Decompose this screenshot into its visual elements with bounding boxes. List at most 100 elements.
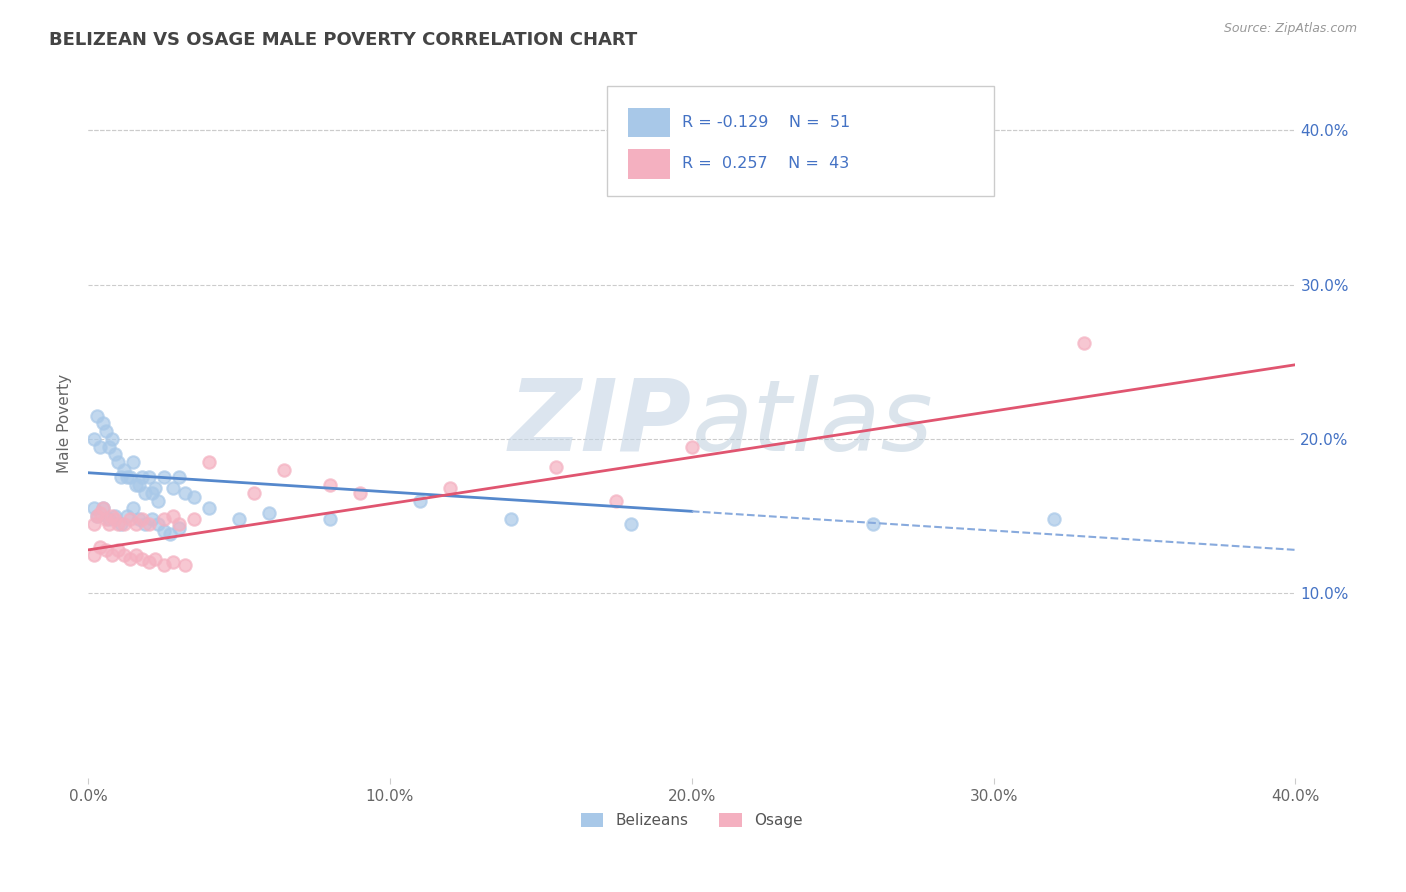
Point bbox=[101, 548, 124, 562]
Point bbox=[273, 463, 295, 477]
Point bbox=[159, 527, 181, 541]
Point bbox=[138, 470, 160, 484]
Point bbox=[120, 470, 142, 484]
Point bbox=[173, 558, 195, 573]
Point bbox=[620, 516, 643, 531]
Text: BELIZEAN VS OSAGE MALE POVERTY CORRELATION CHART: BELIZEAN VS OSAGE MALE POVERTY CORRELATI… bbox=[49, 31, 637, 49]
Text: Source: ZipAtlas.com: Source: ZipAtlas.com bbox=[1223, 22, 1357, 36]
Point bbox=[125, 548, 148, 562]
FancyBboxPatch shape bbox=[628, 149, 671, 178]
Point bbox=[107, 516, 129, 531]
Point bbox=[104, 508, 127, 523]
Point bbox=[162, 481, 184, 495]
Point bbox=[128, 512, 150, 526]
Point bbox=[125, 516, 148, 531]
Point bbox=[104, 512, 127, 526]
Point bbox=[167, 470, 190, 484]
Point bbox=[1073, 336, 1095, 351]
Point bbox=[152, 524, 174, 539]
Y-axis label: Male Poverty: Male Poverty bbox=[58, 374, 72, 473]
Text: atlas: atlas bbox=[692, 375, 934, 472]
Point bbox=[167, 521, 190, 535]
FancyBboxPatch shape bbox=[628, 108, 671, 137]
Point bbox=[162, 555, 184, 569]
Point bbox=[439, 481, 461, 495]
Point bbox=[198, 455, 221, 469]
Point bbox=[89, 540, 111, 554]
FancyBboxPatch shape bbox=[607, 87, 994, 196]
Point bbox=[681, 440, 703, 454]
Point bbox=[112, 463, 135, 477]
Point bbox=[86, 409, 108, 423]
Point bbox=[152, 512, 174, 526]
Point bbox=[83, 516, 105, 531]
Point bbox=[198, 501, 221, 516]
Point bbox=[112, 548, 135, 562]
Point bbox=[141, 485, 163, 500]
Point bbox=[120, 512, 142, 526]
Point bbox=[499, 512, 522, 526]
Point bbox=[228, 512, 250, 526]
Point bbox=[143, 552, 166, 566]
Point bbox=[152, 558, 174, 573]
Point bbox=[104, 447, 127, 461]
Point bbox=[131, 552, 153, 566]
Point bbox=[117, 470, 139, 484]
Point bbox=[183, 512, 205, 526]
Point bbox=[98, 516, 121, 531]
Point bbox=[110, 516, 132, 531]
Point bbox=[86, 508, 108, 523]
Text: R =  0.257    N =  43: R = 0.257 N = 43 bbox=[682, 156, 849, 171]
Point bbox=[138, 516, 160, 531]
Point bbox=[1043, 512, 1066, 526]
Point bbox=[86, 508, 108, 523]
Point bbox=[83, 432, 105, 446]
Text: ZIP: ZIP bbox=[509, 375, 692, 472]
Point bbox=[107, 542, 129, 557]
Point bbox=[131, 512, 153, 526]
Point bbox=[409, 493, 432, 508]
Point bbox=[107, 455, 129, 469]
Point bbox=[96, 512, 118, 526]
Point bbox=[101, 432, 124, 446]
Point bbox=[318, 512, 340, 526]
Point bbox=[91, 417, 114, 431]
Point bbox=[257, 506, 280, 520]
Point bbox=[173, 485, 195, 500]
Point bbox=[89, 506, 111, 520]
Point bbox=[134, 516, 156, 531]
Point bbox=[183, 491, 205, 505]
Point bbox=[146, 493, 169, 508]
Point bbox=[122, 501, 145, 516]
Point bbox=[141, 512, 163, 526]
Point bbox=[120, 552, 142, 566]
Point bbox=[112, 516, 135, 531]
Point bbox=[89, 440, 111, 454]
Point bbox=[138, 555, 160, 569]
Text: R = -0.129    N =  51: R = -0.129 N = 51 bbox=[682, 115, 851, 130]
Point bbox=[162, 508, 184, 523]
Point bbox=[143, 481, 166, 495]
Point bbox=[134, 485, 156, 500]
Point bbox=[128, 478, 150, 492]
Point bbox=[101, 508, 124, 523]
Point bbox=[167, 516, 190, 531]
Point bbox=[131, 470, 153, 484]
Point bbox=[243, 485, 266, 500]
Point bbox=[91, 501, 114, 516]
Point bbox=[110, 470, 132, 484]
Point bbox=[83, 548, 105, 562]
Point bbox=[83, 501, 105, 516]
Point bbox=[146, 516, 169, 531]
Point bbox=[544, 459, 567, 474]
Point bbox=[862, 516, 884, 531]
Point bbox=[349, 485, 371, 500]
Point bbox=[125, 478, 148, 492]
Point bbox=[318, 478, 340, 492]
Point bbox=[122, 455, 145, 469]
Legend: Belizeans, Osage: Belizeans, Osage bbox=[575, 807, 808, 834]
Point bbox=[98, 512, 121, 526]
Point bbox=[91, 501, 114, 516]
Point bbox=[96, 424, 118, 438]
Point bbox=[605, 493, 627, 508]
